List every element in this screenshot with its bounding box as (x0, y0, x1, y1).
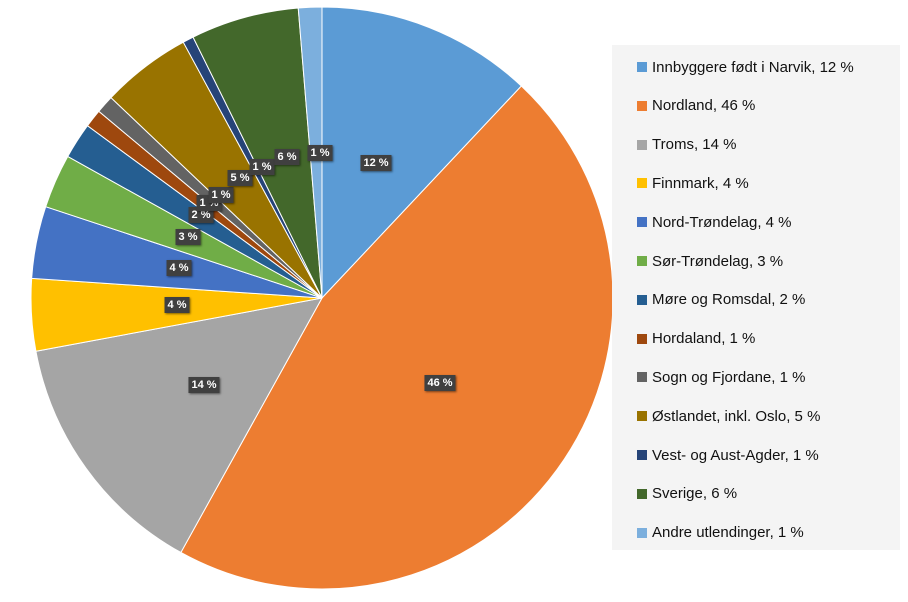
legend-swatch (637, 450, 647, 460)
legend-swatch (637, 411, 647, 422)
legend-item-3: Finnmark, 4 % (637, 173, 749, 193)
legend-label: Sør-Trøndelag, 3 % (652, 252, 784, 270)
data-label-4: 4 % (166, 260, 192, 276)
data-label-0: 12 % (360, 155, 392, 171)
data-label-6: 2 % (188, 207, 214, 223)
data-label-1: 46 % (424, 375, 456, 391)
legend-item-7: Hordaland, 1 % (637, 329, 755, 349)
legend-swatch (637, 217, 647, 228)
data-label-3: 4 % (164, 297, 190, 313)
legend-swatch (637, 178, 647, 189)
legend-label: Hordaland, 1 % (652, 330, 756, 348)
data-label-12: 1 % (307, 145, 333, 161)
legend-label: Møre og Romsdal, 2 % (652, 291, 806, 309)
data-label-5: 3 % (175, 229, 201, 245)
data-label-11: 6 % (274, 149, 300, 165)
legend-label: Innbyggere født i Narvik, 12 % (652, 58, 854, 76)
legend-swatch (637, 100, 647, 111)
data-label-8: 1 % (208, 187, 234, 203)
legend-label: Finnmark, 4 % (652, 174, 749, 192)
legend-item-0: Innbyggere født i Narvik, 12 % (637, 57, 854, 77)
pie-slice-2 (35, 297, 323, 554)
legend-swatch (637, 62, 647, 72)
legend-label: Sogn og Fjordane, 1 % (652, 368, 806, 386)
legend-item-5: Sør-Trøndelag, 3 % (637, 251, 783, 271)
legend-swatch (637, 139, 647, 150)
legend-swatch (637, 256, 647, 266)
legend-swatch (637, 488, 647, 499)
pie-slice-1 (180, 85, 614, 590)
data-label-10: 1 % (249, 159, 275, 175)
legend-item-10: Vest- og Aust-Agder, 1 % (637, 445, 819, 465)
legend-item-8: Sogn og Fjordane, 1 % (637, 367, 805, 387)
legend-item-2: Troms, 14 % (637, 135, 736, 155)
legend-item-4: Nord-Trøndelag, 4 % (637, 212, 792, 232)
legend-item-12: Andre utlendinger, 1 % (637, 523, 804, 543)
legend-label: Andre utlendinger, 1 % (652, 524, 804, 542)
chart-legend: Innbyggere født i Narvik, 12 % Nordland, … (612, 45, 900, 550)
legend-swatch (637, 333, 647, 344)
legend-swatch (637, 527, 647, 538)
legend-label: Nord-Trøndelag, 4 % (652, 213, 792, 231)
data-label-2: 14 % (188, 377, 220, 393)
legend-label: Troms, 14 % (652, 136, 737, 154)
legend-item-11: Sverige, 6 % (637, 484, 737, 504)
legend-item-9: Østlandet, inkl. Oslo, 5 % (637, 406, 820, 426)
legend-label: Vest- og Aust-Agder, 1 % (652, 446, 819, 464)
pie-slice-0 (321, 6, 523, 300)
legend-label: Nordland, 46 % (652, 97, 756, 115)
legend-swatch (637, 294, 647, 305)
legend-label: Sverige, 6 % (652, 485, 738, 503)
legend-item-1: Nordland, 46 % (637, 96, 755, 116)
legend-label: Østlandet, inkl. Oslo, 5 % (652, 407, 821, 425)
data-label-9: 5 % (227, 170, 253, 186)
legend-item-6: Møre og Romsdal, 2 % (637, 290, 805, 310)
legend-swatch (637, 372, 647, 383)
